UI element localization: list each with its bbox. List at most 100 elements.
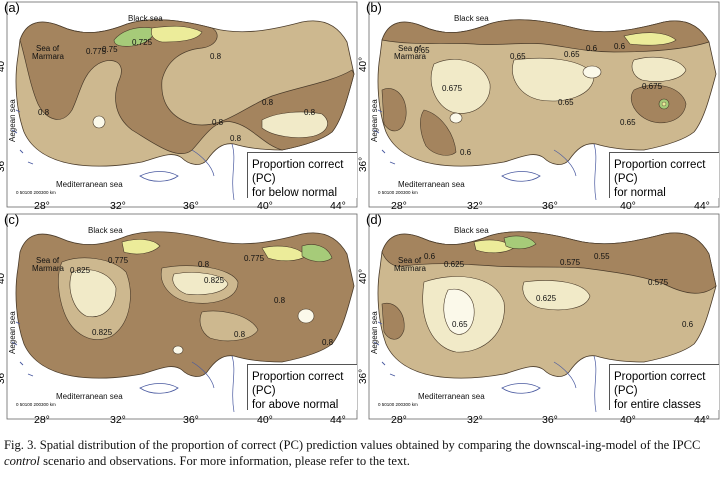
lat-40: 40°	[358, 268, 369, 284]
aegean-label: Aegean sea	[370, 311, 379, 354]
contour-label: 0.65	[564, 50, 580, 59]
contour-label: 0.8	[210, 52, 222, 61]
contour-label: 0.675	[642, 82, 663, 91]
coast-south	[191, 355, 235, 413]
contour-label: 0.825	[204, 276, 225, 285]
scale-bar: 0 50100 200300 km	[378, 190, 418, 195]
region-dark-4	[631, 84, 687, 124]
scale-bar: 0 50100 200300 km	[16, 190, 56, 195]
contour-label: 0.825	[92, 328, 113, 337]
contour-label: 0.8	[212, 118, 224, 127]
region-yellow	[623, 32, 677, 46]
mediterranean-label: Mediterranean sea	[56, 180, 123, 189]
black-sea-label: Black sea	[128, 14, 163, 23]
contour-label: 0.8	[262, 98, 274, 107]
panel-c: (c) Black sea Sea of Marmara Aegean sea …	[0, 212, 359, 422]
region-dark-3	[420, 109, 457, 156]
region-light	[69, 269, 117, 318]
map-d	[368, 213, 720, 420]
lat-40: 40°	[358, 56, 369, 72]
lat-36: 36°	[358, 156, 369, 172]
lon-44-c: 44°	[330, 414, 346, 426]
pc-legend-box: Proportion correct (PC) for below normal	[247, 152, 357, 199]
pc-legend-box: Proportion correct (PC) for normal	[609, 152, 719, 199]
region-light-2	[512, 57, 595, 102]
lon-32-c: 32°	[110, 414, 126, 426]
contour-label: 0.8	[198, 260, 210, 269]
contour-label: 0.6	[586, 44, 598, 53]
contour-label: 0.625	[536, 294, 557, 303]
contour-label: 0.65	[452, 320, 468, 329]
lon-36-b: 36°	[542, 200, 558, 212]
lon-32-d: 32°	[467, 414, 483, 426]
region-dark-2	[381, 88, 407, 132]
region-dark-2	[381, 302, 405, 340]
marmara-label-2: Marmara	[394, 264, 427, 273]
lat-40: 40°	[0, 56, 7, 72]
map-c	[6, 213, 358, 420]
lon-32-b: 32°	[467, 200, 483, 212]
scale-bar: 0 50100 200300 km	[378, 402, 418, 407]
region-light	[430, 59, 491, 114]
contour-label: 0.55	[594, 252, 610, 261]
panel-b: (b) Black sea Sea of Marmara Aegean sea …	[358, 0, 721, 210]
pc-subtitle: for above normal	[252, 399, 339, 411]
marmara-label-1: Sea of	[36, 44, 60, 53]
lon-36-d: 36°	[542, 414, 558, 426]
contour-label: 0.8	[304, 108, 316, 117]
mediterranean-label: Mediterranean sea	[56, 392, 123, 401]
lon-36-c: 36°	[183, 414, 199, 426]
region-dark	[381, 19, 710, 53]
lon-44-b: 44°	[694, 200, 710, 212]
marmara-label-2: Marmara	[394, 52, 427, 61]
pale-blob	[582, 65, 602, 79]
region-pale	[443, 288, 475, 335]
lon-44-a: 44°	[330, 200, 346, 212]
region-yellow	[121, 239, 161, 255]
black-sea-label: Black sea	[454, 226, 489, 235]
lon-40-c: 40°	[257, 414, 273, 426]
contour-label: 0.8	[274, 296, 286, 305]
panel-label: (b)	[366, 0, 382, 15]
caption-part1: Fig. 3. Spatial distribution of the prop…	[4, 438, 701, 452]
pc-title: Proportion correct (PC)	[614, 371, 706, 397]
contour-label: 0.825	[70, 266, 91, 275]
figure-caption: Fig. 3. Spatial distribution of the prop…	[4, 437, 720, 469]
caption-part2: scenario and observations. For more info…	[39, 454, 410, 468]
contour-label: 0.65	[558, 98, 574, 107]
contour-label: 0.775	[86, 47, 107, 56]
lat-40: 40°	[0, 268, 7, 284]
contour-label: 0.75	[102, 45, 118, 54]
islands	[11, 321, 34, 377]
scale-bar: 0 50100 200300 km	[16, 402, 56, 407]
marmara-label-1: Sea of	[36, 256, 60, 265]
green-center-inner	[661, 101, 667, 107]
contour-label: 0.65	[510, 52, 526, 61]
mediterranean-label: Mediterranean sea	[398, 180, 465, 189]
lat-36: 36°	[0, 156, 7, 172]
region-green	[503, 235, 537, 250]
cyprus	[139, 383, 179, 394]
panel-label: (c)	[4, 212, 20, 227]
contour-label: 0.8	[322, 338, 334, 347]
coast-south	[553, 355, 597, 413]
caption-italic: control	[4, 454, 40, 468]
contour-label: 0.8	[38, 108, 50, 117]
contour-label: 0.6	[424, 252, 436, 261]
panel-a: (a) Black sea Sea of Marmara Aegean sea …	[0, 0, 359, 210]
pc-legend-box: Proportion correct (PC) for entire class…	[609, 364, 719, 411]
pc-subtitle: for below normal	[252, 187, 338, 199]
aegean-label: Aegean sea	[8, 311, 17, 354]
region-light-2	[172, 272, 229, 295]
pale-blob	[449, 112, 463, 124]
lon-40-b: 40°	[620, 200, 636, 212]
map-a	[6, 1, 358, 208]
pale-blob	[172, 345, 184, 355]
region-yellow	[151, 25, 203, 43]
lon-36-a: 36°	[183, 200, 199, 212]
coast-south	[191, 143, 235, 201]
black-sea-label: Black sea	[454, 14, 489, 23]
lon-40-d: 40°	[620, 414, 636, 426]
contour-label: 0.8	[230, 134, 242, 143]
panel-label: (a)	[4, 0, 20, 15]
